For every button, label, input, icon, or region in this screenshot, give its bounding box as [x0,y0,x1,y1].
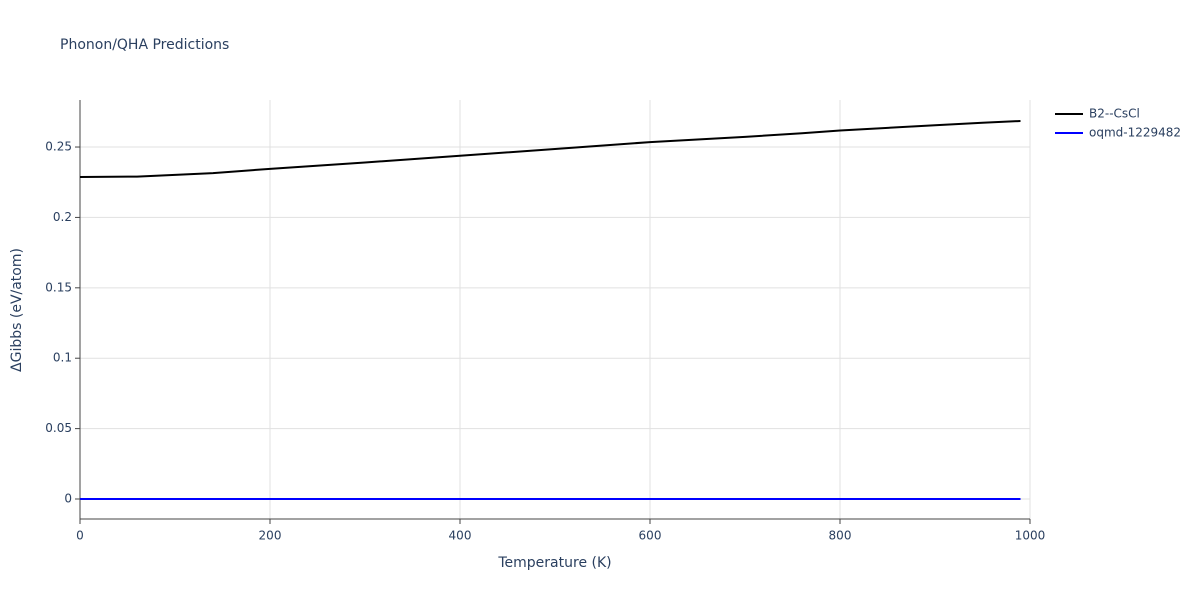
y-tick-label: 0.25 [45,140,72,154]
series-line [79,119,1021,179]
x-tick-label: 400 [449,529,472,543]
x-axis-title: Temperature (K) [497,555,611,571]
y-tick-label: 0.1 [53,351,72,365]
y-tick-label: 0 [64,492,72,506]
x-tick-label: 800 [829,529,852,543]
x-tick-label: 600 [639,529,662,543]
x-tick-label: 1000 [1015,529,1046,543]
legend-label[interactable]: oqmd-1229482 [1089,126,1181,140]
chart-title: Phonon/QHA Predictions [60,37,229,53]
x-tick-label: 0 [76,529,84,543]
y-tick-label: 0.15 [45,280,72,294]
y-tick-label: 0.2 [53,210,72,224]
legend-label[interactable]: B2--CsCl [1089,107,1140,121]
y-tick-label: 0.05 [45,421,72,435]
x-tick-label: 200 [259,529,282,543]
y-axis-title: ΔGibbs (eV/atom) [9,248,25,372]
